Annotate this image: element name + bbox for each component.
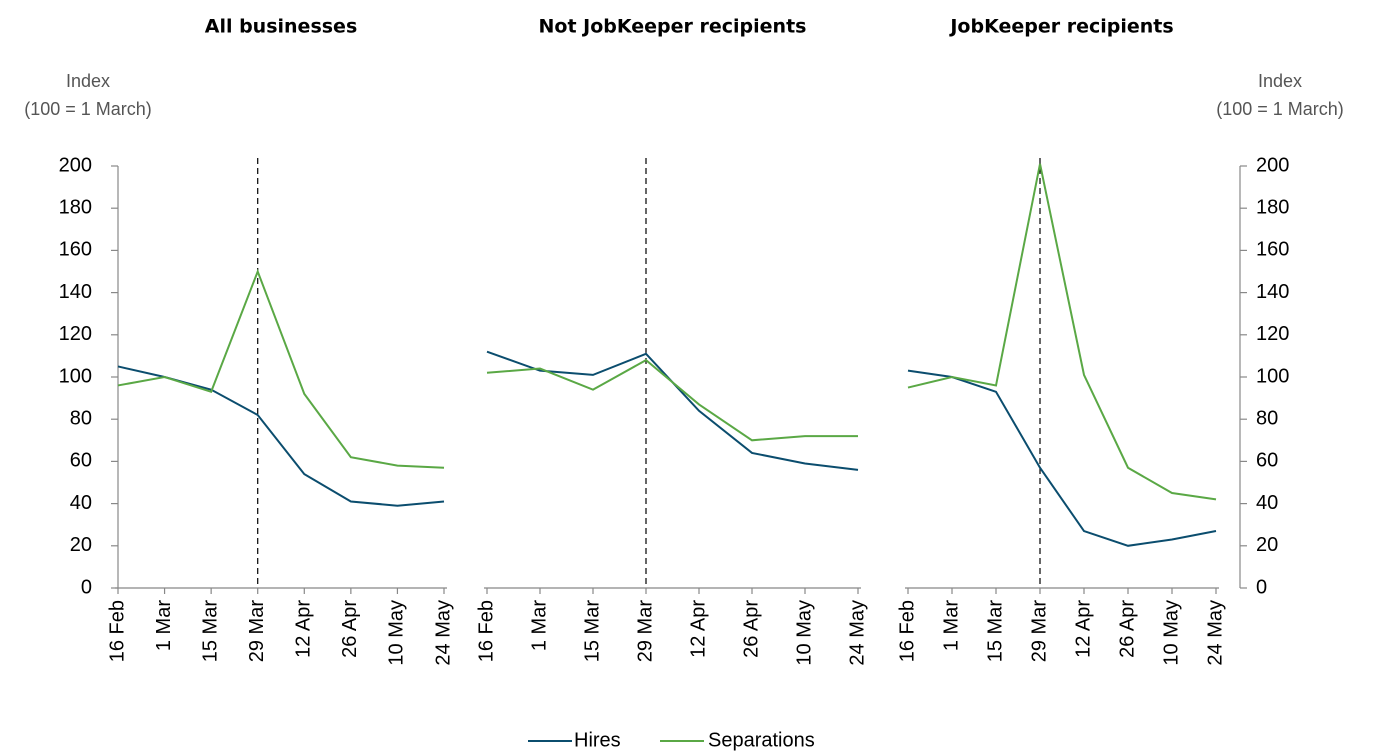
y-tick-label: 0 (81, 576, 92, 598)
y-tick-label: 120 (1256, 323, 1289, 345)
x-tick-label: 15 Mar (581, 600, 603, 663)
y-tick-label: 40 (70, 492, 92, 514)
y-axis-label: Index (66, 71, 110, 91)
series-line (486, 358, 858, 442)
y-axis-label: (100 = 1 March) (24, 99, 152, 119)
x-tick-label: 15 Mar (984, 600, 1006, 663)
panel-title: JobKeeper recipients (948, 16, 1173, 38)
y-tick-label: 180 (59, 196, 92, 218)
x-tick-label: 1 Mar (940, 600, 962, 651)
legend-label: Hires (574, 729, 621, 751)
y-tick-label: 20 (1256, 534, 1278, 556)
x-tick-label: 15 Mar (199, 600, 221, 663)
y-tick-label: 140 (59, 281, 92, 303)
y-tick-label: 160 (59, 239, 92, 261)
y-tick-label: 80 (70, 407, 92, 429)
panel-title: Not JobKeeper recipients (539, 16, 807, 38)
y-tick-label: 140 (1256, 281, 1289, 303)
x-tick-label: 12 Apr (293, 600, 315, 658)
x-tick-label: 1 Mar (528, 600, 550, 651)
y-tick-label: 180 (1256, 196, 1289, 218)
x-tick-label: 24 May (432, 600, 454, 666)
x-tick-label: 26 Apr (1116, 600, 1138, 658)
y-tick-label: 100 (1256, 365, 1289, 387)
y-tick-label: 20 (70, 534, 92, 556)
y-axis-label: (100 = 1 March) (1216, 99, 1344, 119)
x-tick-label: 26 Apr (740, 600, 762, 658)
panel-title: All businesses (205, 16, 358, 38)
y-tick-label: 100 (59, 365, 92, 387)
series-line (117, 268, 445, 469)
x-tick-label: 12 Apr (687, 600, 709, 658)
x-tick-label: 10 May (1160, 600, 1182, 666)
series-line (117, 365, 445, 507)
x-tick-label: 24 May (846, 600, 868, 666)
x-tick-label: 26 Apr (339, 600, 361, 658)
y-tick-label: 200 (1256, 154, 1289, 176)
x-tick-label: 10 May (386, 600, 408, 666)
x-tick-label: 24 May (1204, 600, 1226, 666)
y-tick-label: 60 (70, 450, 92, 472)
x-tick-label: 16 Feb (106, 600, 128, 662)
x-tick-label: 29 Mar (246, 600, 268, 663)
y-tick-label: 200 (59, 154, 92, 176)
y-tick-label: 60 (1256, 450, 1278, 472)
x-tick-label: 29 Mar (1028, 600, 1050, 663)
x-tick-label: 29 Mar (634, 600, 656, 663)
y-tick-label: 80 (1256, 407, 1278, 429)
x-tick-label: 12 Apr (1072, 600, 1094, 658)
x-tick-label: 16 Feb (475, 600, 497, 662)
y-tick-label: 120 (59, 323, 92, 345)
x-tick-label: 10 May (793, 600, 815, 666)
series-line (907, 163, 1217, 501)
y-tick-label: 40 (1256, 492, 1278, 514)
y-tick-label: 160 (1256, 239, 1289, 261)
y-axis-label: Index (1258, 71, 1302, 91)
legend-label: Separations (708, 729, 815, 751)
y-tick-label: 0 (1256, 576, 1267, 598)
series-line (907, 369, 1217, 547)
x-tick-label: 1 Mar (153, 600, 175, 651)
x-tick-label: 16 Feb (896, 600, 918, 662)
